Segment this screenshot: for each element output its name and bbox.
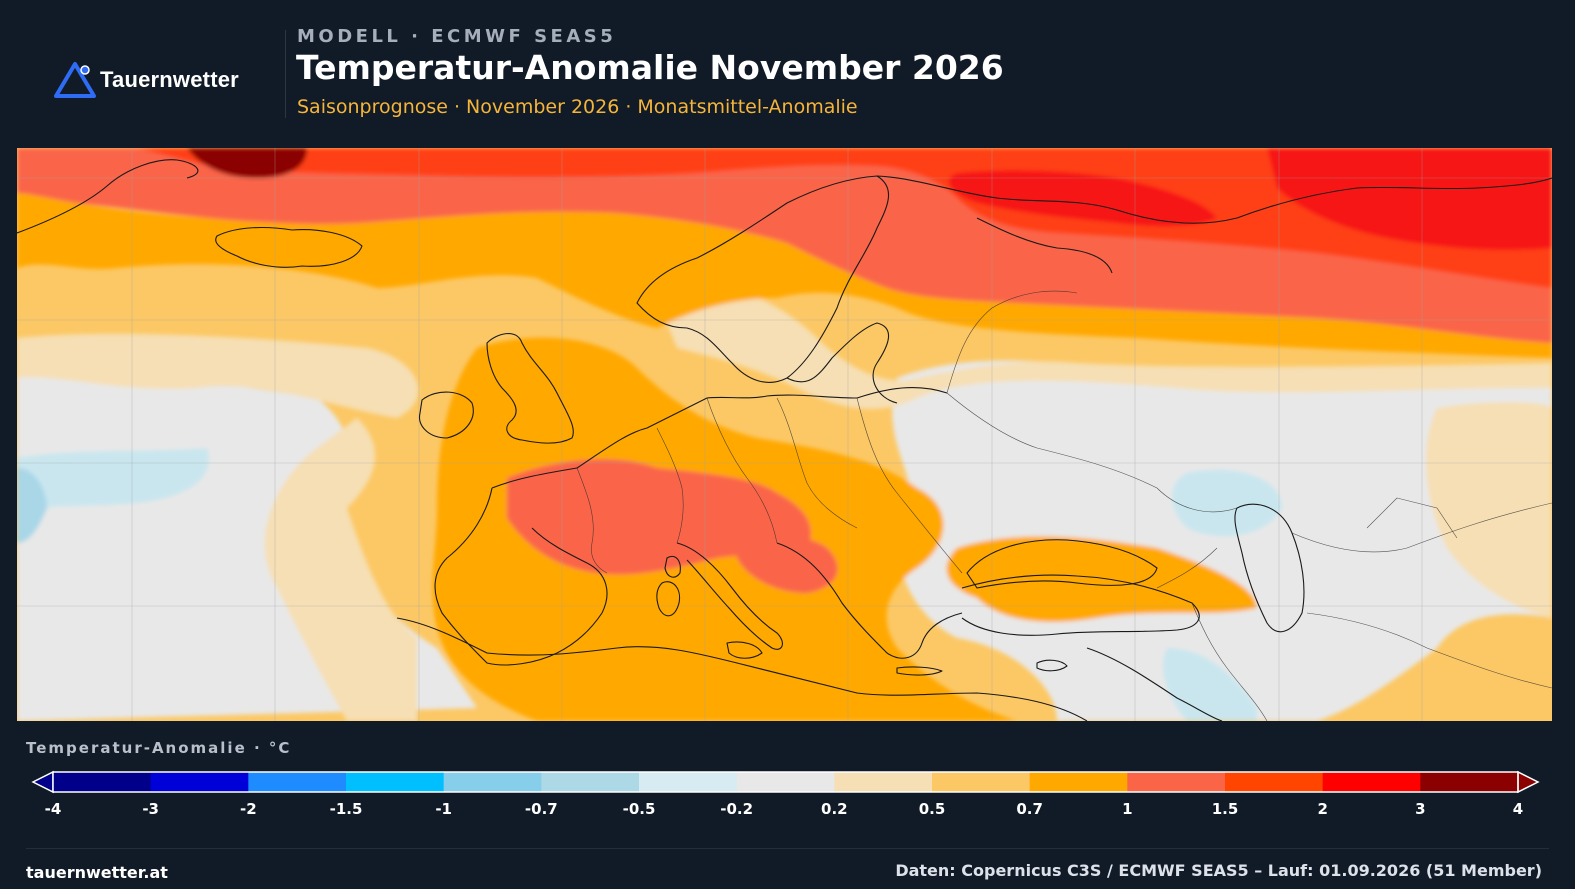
coast-greenland: [17, 159, 199, 234]
colorbar-tick-label: -3: [142, 800, 159, 818]
colorbar-tick-label: 3: [1415, 800, 1426, 818]
coast-sicily: [726, 641, 763, 659]
colorbar-tick-label: 0.5: [918, 800, 946, 818]
coast-britain: [486, 333, 574, 444]
coast-iberia: [434, 487, 608, 666]
extreme-zone-greenland: [187, 148, 307, 178]
map-gridlines: [17, 148, 1552, 721]
coast-cyprus: [1036, 659, 1068, 672]
brand-name: Tauernwetter: [100, 67, 239, 92]
coast-russia-north: [876, 175, 1552, 224]
header-bar: Tauernwetter MODELL · ECMWF SEAS5 Temper…: [0, 0, 1575, 148]
colorbar-tick-label: 4: [1512, 800, 1524, 818]
hot-zone-northeast: [1267, 148, 1552, 250]
coast-baltic: [786, 322, 898, 404]
anomaly-map-svg: [17, 148, 1552, 721]
colorbar-segment: [346, 772, 445, 792]
colorbar-segment: [248, 772, 347, 792]
coast-white-sea: [976, 217, 1113, 274]
country-borders: [576, 290, 1552, 721]
coast-balkans: [776, 542, 963, 659]
colorbar-tick-label: -0.5: [622, 800, 656, 818]
colorbar-segment: [639, 772, 738, 792]
colorbar-extend-low: [31, 770, 54, 794]
brand-logo[interactable]: Tauernwetter: [52, 58, 239, 102]
colorbar-tick-label: 1: [1122, 800, 1133, 818]
colorbar-tick-label: 0.7: [1016, 800, 1043, 818]
colorbar-tick-label: -1: [435, 800, 452, 818]
coast-anatolia: [961, 574, 1200, 636]
cream-zone-west-2: [264, 418, 417, 721]
cream-zone-east: [1426, 402, 1552, 618]
colorbar-segment: [932, 772, 1031, 792]
colorbar-tick-label: -0.2: [720, 800, 754, 818]
colorbar-outline: [52, 771, 1519, 793]
data-source-credit: Daten: Copernicus C3S / ECMWF SEAS5 – La…: [895, 861, 1542, 880]
coast-ireland: [419, 391, 474, 439]
colorbar-tick-label: -4: [44, 800, 62, 818]
coast-scandinavia: [636, 175, 890, 383]
triangle-logo-icon: [54, 62, 96, 98]
colorbar-segment: [150, 772, 249, 792]
coast-black-sea: [966, 539, 1158, 589]
site-link[interactable]: tauernwetter.at: [26, 863, 168, 882]
header-divider: [285, 30, 286, 118]
colorbar: [31, 770, 1540, 794]
cool-patch-atlantic: [17, 468, 47, 543]
colorbar-extend-high: [1517, 770, 1540, 794]
colorbar-tick-label: -1.5: [329, 800, 363, 818]
coast-sardinia: [656, 581, 681, 617]
hot-zone-russia: [948, 170, 1217, 227]
coast-arabia: [1086, 647, 1223, 721]
colorbar-segment: [1029, 772, 1128, 792]
colorbar-segment: [541, 772, 640, 792]
warm-zone-balkans: [737, 536, 838, 593]
colorbar-segment: [1225, 772, 1324, 792]
orange-zone-east: [946, 536, 1257, 622]
legend-title: Temperatur-Anomalie · °C: [26, 739, 292, 757]
anomaly-map[interactable]: [17, 148, 1552, 721]
cream-zone-scandinavia: [657, 285, 1552, 409]
colorbar-segment: [1322, 772, 1421, 792]
cool-patch-caspian: [1172, 469, 1282, 537]
coast-crete: [896, 666, 943, 676]
colorbar-segment: [1420, 772, 1519, 792]
colorbar-segment: [53, 772, 152, 792]
coast-caspian: [1234, 503, 1305, 633]
coast-iceland: [215, 227, 363, 268]
colorbar-segment: [834, 772, 933, 792]
colorbar-segment: [443, 772, 542, 792]
colorbar-segment: [736, 772, 835, 792]
colorbar-tick-label: -2: [239, 800, 257, 818]
model-kicker: MODELL · ECMWF SEAS5: [297, 26, 617, 47]
cream-zone-west: [17, 333, 419, 418]
cool-patch-west: [17, 448, 209, 513]
colorbar-tick-label: 1.5: [1211, 800, 1239, 818]
coast-north-africa: [396, 617, 1088, 721]
colorbar-tick-label: -0.7: [524, 800, 558, 818]
coast-italy: [676, 542, 783, 650]
page-title: Temperatur-Anomalie November 2026: [296, 48, 1004, 87]
page-subtitle: Saisonprognose · November 2026 · Monatsm…: [297, 96, 858, 118]
colorbar-segment: [1127, 772, 1226, 792]
coast-corsica: [664, 555, 681, 578]
hot-zone-north: [137, 148, 1552, 288]
colorbar-ticks: -4 -3 -2 -1.5 -1 -0.7 -0.5 -0.2 0.2 0.5 0.7 1 1.5 2 3 4: [0, 800, 1575, 824]
warm-zone-france: [507, 459, 811, 575]
colorbar-tick-label: 2: [1317, 800, 1328, 818]
colorbar-tick-label: 0.2: [821, 800, 848, 818]
footer-divider: [26, 848, 1549, 849]
